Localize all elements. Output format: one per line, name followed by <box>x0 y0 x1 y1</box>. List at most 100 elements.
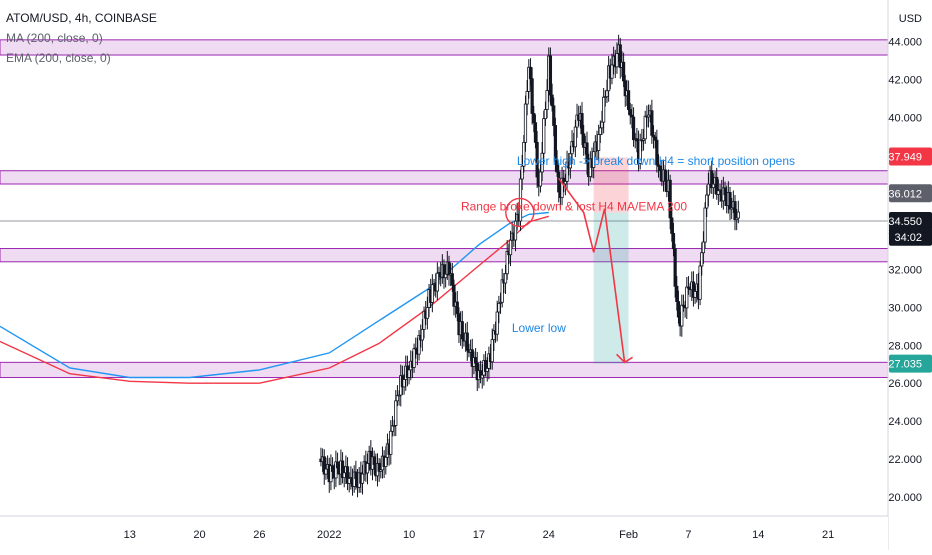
candle-body <box>389 430 393 455</box>
candle-body <box>465 332 469 351</box>
price-badge <box>889 354 932 373</box>
candle-body <box>543 109 548 120</box>
price-badge-label: 37.949 <box>888 152 922 164</box>
candle-body <box>545 90 549 110</box>
x-tick-label: 17 <box>473 529 485 541</box>
candle-body <box>372 456 376 465</box>
candle-body <box>680 304 684 327</box>
ma-indicator-label[interactable]: MA (200, close, 0) <box>6 31 103 45</box>
candle-body <box>354 471 358 480</box>
candle-body <box>435 272 439 292</box>
candle-body <box>425 307 429 319</box>
candle-body <box>733 201 737 221</box>
candle-body <box>643 115 647 140</box>
candle-body <box>503 273 508 284</box>
y-tick-label: 20.000 <box>888 492 922 504</box>
candle-body <box>513 220 518 241</box>
candle-body <box>347 477 351 484</box>
candle-body <box>728 192 732 210</box>
price-badge-label: 32.000 <box>888 264 922 276</box>
candle-body <box>528 66 533 80</box>
candle-body <box>676 301 681 318</box>
candle-body <box>485 367 489 372</box>
x-tick-label: 7 <box>685 529 691 541</box>
currency-label: USD <box>899 13 922 25</box>
price-badge <box>889 147 932 166</box>
stop-loss-zone <box>593 157 629 213</box>
candle-body <box>550 94 554 107</box>
price-badge-label: 34:02 <box>894 232 922 244</box>
y-tick-label: 40.000 <box>888 113 922 125</box>
candle-body <box>573 126 577 148</box>
y-tick-label: 24.000 <box>888 416 922 428</box>
candle-body <box>705 194 709 209</box>
candle-body <box>518 178 523 222</box>
candle-body <box>701 241 706 254</box>
candle-body <box>444 273 448 279</box>
candle-body <box>520 165 524 180</box>
projection-path <box>558 177 626 363</box>
candle-body <box>711 183 715 189</box>
candle-body <box>706 183 711 196</box>
x-tick-label: 14 <box>752 529 764 541</box>
price-badge-label: 36.012 <box>888 188 922 200</box>
ema-200-line <box>0 215 549 384</box>
candle-body <box>430 284 434 303</box>
price-badge <box>889 184 932 203</box>
candle-body <box>668 179 672 219</box>
candle-body <box>553 125 558 162</box>
candle-body <box>548 55 553 96</box>
candle-body <box>495 311 499 335</box>
price-badge <box>889 212 932 231</box>
symbol-title[interactable]: ATOM/USD, 4h, COINBASE <box>6 11 157 25</box>
x-tick-label: 10 <box>403 529 415 541</box>
y-tick-label: 28.000 <box>888 340 922 352</box>
breakdown-circle <box>505 197 535 228</box>
candle-body <box>523 103 528 143</box>
candle-body <box>638 139 642 164</box>
candle-body <box>628 109 632 116</box>
candle-body <box>602 96 606 123</box>
candle-body <box>530 78 534 114</box>
moving-averages-layer <box>0 211 549 384</box>
zone-3 <box>0 361 889 379</box>
candle-body <box>598 127 602 135</box>
candle-body <box>670 217 674 234</box>
x-tick-label: 13 <box>124 529 136 541</box>
y-tick-label: 42.000 <box>888 75 922 87</box>
candle-body <box>736 211 740 219</box>
candle-body <box>673 248 677 287</box>
candle-body <box>610 64 614 79</box>
annotation-0: Lower high -> break down H4 = short posi… <box>517 154 795 168</box>
ma-200-line <box>0 211 549 379</box>
candle-body <box>542 118 546 154</box>
candle-body <box>342 472 346 479</box>
candle-body <box>360 473 365 484</box>
x-tick-label: 21 <box>822 529 834 541</box>
candle-body <box>447 261 451 276</box>
candle-body <box>533 122 538 143</box>
x-axis-panel <box>0 516 888 550</box>
y-tick-label: 30.000 <box>888 302 922 314</box>
candle-body <box>407 369 411 378</box>
candle-body <box>592 151 596 168</box>
candle-body <box>460 321 464 340</box>
ema-indicator-label[interactable]: EMA (200, close, 0) <box>6 51 111 65</box>
candle-body <box>626 90 631 110</box>
price-badge-label: 27.035 <box>888 359 922 371</box>
candle-body <box>585 142 589 164</box>
candle-body <box>723 187 727 196</box>
candle-body <box>675 285 679 302</box>
candle-body <box>535 141 539 178</box>
candle-body <box>420 329 424 341</box>
candle-body <box>700 252 704 267</box>
candle-body <box>605 90 609 98</box>
short-position-layer <box>593 157 629 364</box>
candle-body <box>330 465 335 472</box>
candle-body <box>384 456 388 467</box>
candle-body <box>402 379 406 388</box>
candle-body <box>650 110 654 136</box>
candle-body <box>324 468 328 475</box>
